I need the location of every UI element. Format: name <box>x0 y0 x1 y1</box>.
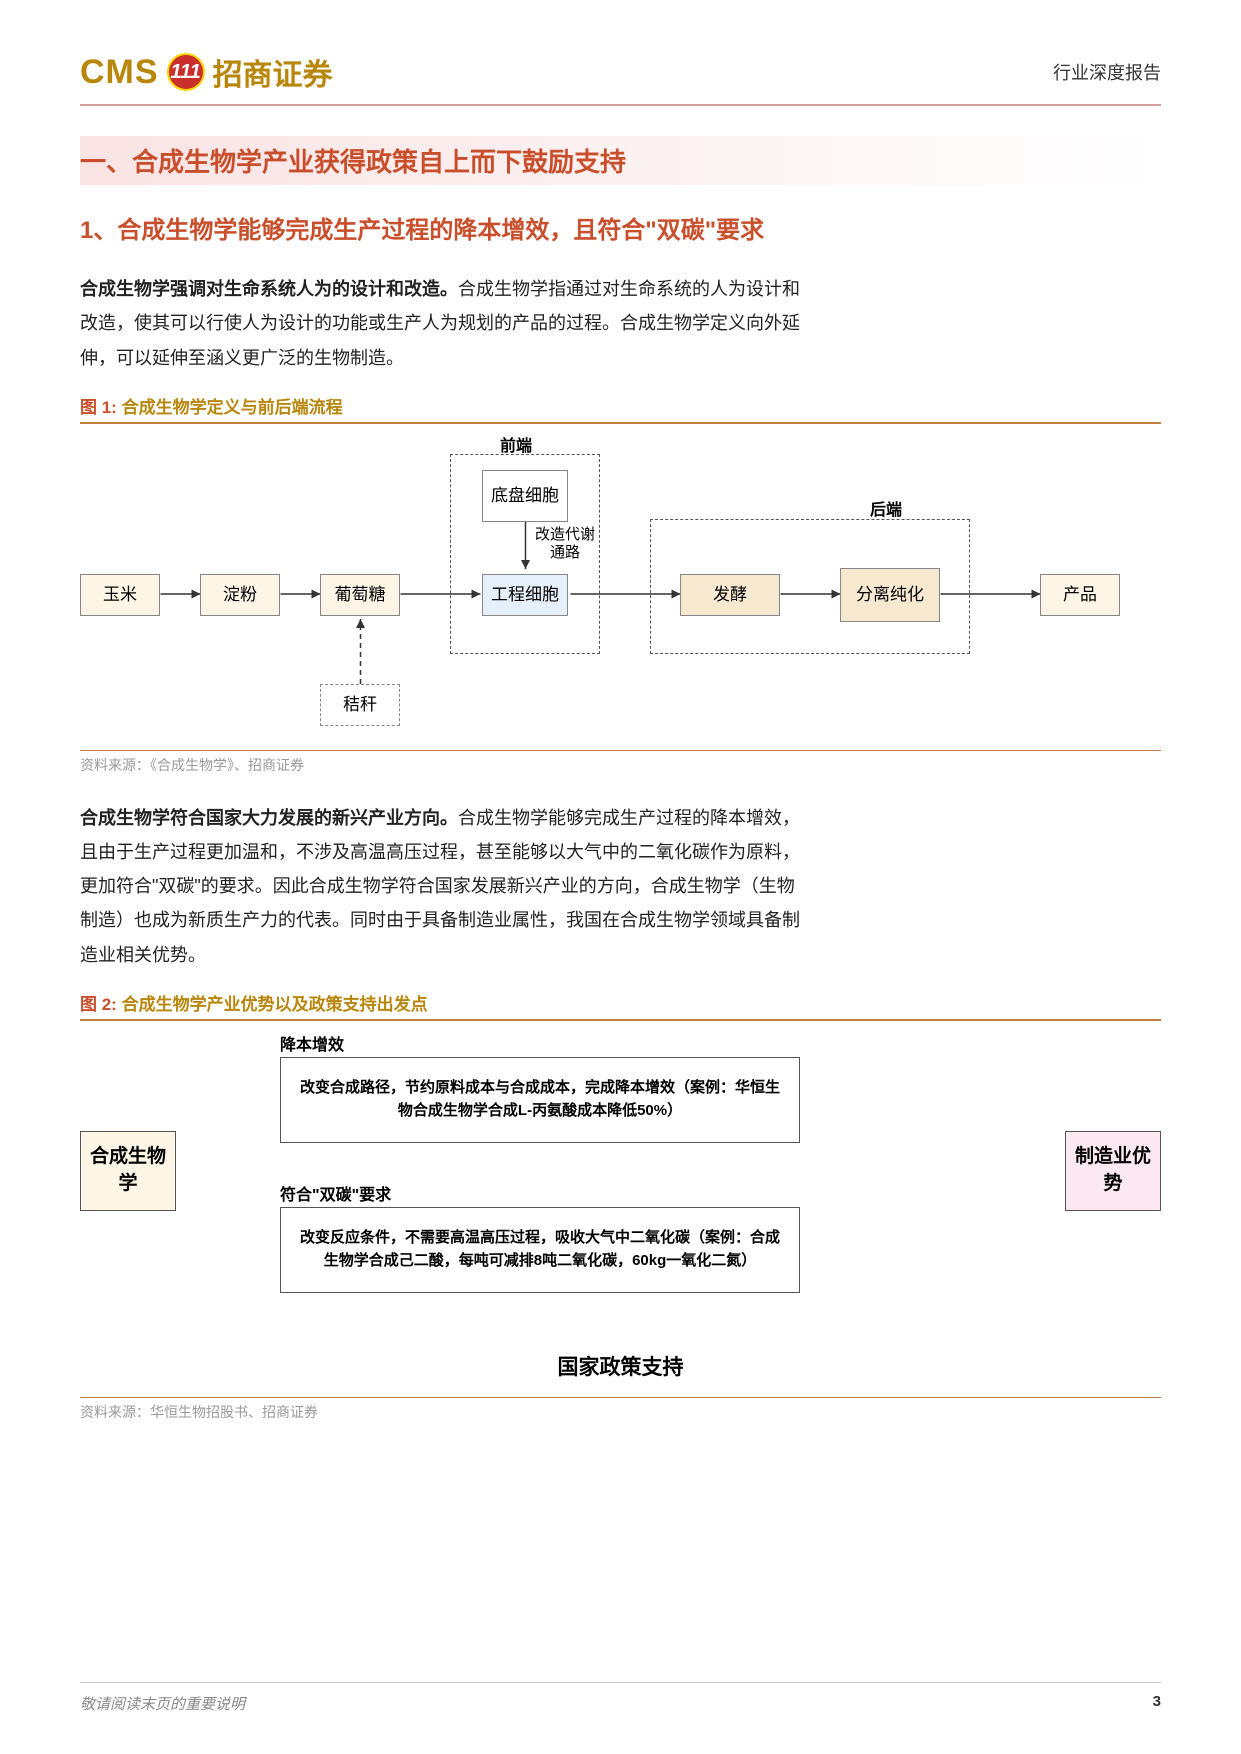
page-header: CMS 111 招商证券 行业深度报告 <box>80 50 1161 106</box>
fig2-right-box: 制造业优势 <box>1065 1131 1161 1211</box>
figure-2-title: 图 2: 合成生物学产业优势以及政策支持出发点 <box>80 990 1161 1015</box>
footer-note: 敬请阅读末页的重要说明 <box>80 1693 245 1714</box>
fig1-node-chassis: 底盘细胞 <box>482 470 568 522</box>
fig1-node-corn: 玉米 <box>80 574 160 616</box>
figure-1-flowchart: 前端 后端 玉米 淀粉 葡萄糖 底盘细胞 工程细胞 秸秆 发酵 分离纯化 产品 … <box>80 434 1161 744</box>
fig1-node-purify: 分离纯化 <box>840 568 940 622</box>
figure-1-rule-bot <box>80 750 1161 751</box>
figure-1-rule-top <box>80 422 1161 424</box>
fig2-box-2: 改变反应条件，不需要高温高压过程，吸收大气中二氧化碳（案例：合成生物学合成己二酸… <box>280 1207 800 1293</box>
fig2-subtitle-1: 降本增效 <box>280 1031 344 1055</box>
fig2-left-box: 合成生物学 <box>80 1131 176 1211</box>
figure-2-source: 资料来源：华恒生物招股书、招商证券 <box>80 1402 1161 1422</box>
fig1-node-product: 产品 <box>1040 574 1120 616</box>
paragraph-1: 合成生物学强调对生命系统人为的设计和改造。合成生物学指通过对生命系统的人为设计和… <box>80 272 800 375</box>
para2-rest: 合成生物学能够完成生产过程的降本增效，且由于生产过程更加温和，不涉及高温高压过程… <box>80 808 800 965</box>
fig1-pathway-label: 改造代谢通路 <box>530 526 600 562</box>
section-heading-2: 1、合成生物学能够完成生产过程的降本增效，且符合"双碳"要求 <box>80 209 1161 252</box>
page: CMS 111 招商证券 行业深度报告 一、合成生物学产业获得政策自上而下鼓励支… <box>0 0 1241 1754</box>
figure-1-title: 图 1: 合成生物学定义与前后端流程 <box>80 393 1161 418</box>
fig2-label: 图 2: <box>80 995 117 1014</box>
section-heading-1: 一、合成生物学产业获得政策自上而下鼓励支持 <box>80 136 1161 185</box>
page-footer: 敬请阅读末页的重要说明 3 <box>80 1682 1161 1714</box>
figure-1-source: 资料来源：《合成生物学》、招商证券 <box>80 755 1161 775</box>
fig1-node-starch: 淀粉 <box>200 574 280 616</box>
figure-2-rule-bot <box>80 1397 1161 1398</box>
fig1-node-glucose: 葡萄糖 <box>320 574 400 616</box>
logo-mark-icon: 111 <box>167 53 205 91</box>
fig2-box-1: 改变合成路径，节约原料成本与合成成本，完成降本增效（案例：华恒生物合成生物学合成… <box>280 1057 800 1143</box>
fig2-subtitle-2: 符合"双碳"要求 <box>280 1181 391 1205</box>
fig1-label: 图 1: <box>80 398 117 417</box>
para1-bold: 合成生物学强调对生命系统人为的设计和改造。 <box>80 279 458 299</box>
logo-en: CMS <box>80 53 159 92</box>
fig2-title-text: 合成生物学产业优势以及政策支持出发点 <box>122 995 428 1014</box>
figure-2-diagram: 合成生物学 制造业优势 降本增效 改变合成路径，节约原料成本与合成成本，完成降本… <box>80 1031 1161 1391</box>
page-number: 3 <box>1153 1693 1161 1714</box>
fig1-node-straw: 秸秆 <box>320 684 400 726</box>
fig1-group-back-label: 后端 <box>870 496 902 520</box>
fig1-node-ferment: 发酵 <box>680 574 780 616</box>
paragraph-2: 合成生物学符合国家大力发展的新兴产业方向。合成生物学能够完成生产过程的降本增效，… <box>80 801 800 972</box>
fig1-title-text: 合成生物学定义与前后端流程 <box>122 398 343 417</box>
fig1-node-engcell: 工程细胞 <box>482 574 568 616</box>
logo-block: CMS 111 招商证券 <box>80 50 333 94</box>
fig2-bottom-label: 国家政策支持 <box>80 1351 1161 1381</box>
para2-bold: 合成生物学符合国家大力发展的新兴产业方向。 <box>80 808 458 828</box>
header-category: 行业深度报告 <box>1053 59 1161 85</box>
figure-2-rule-top <box>80 1019 1161 1021</box>
fig1-group-front-label: 前端 <box>500 432 532 456</box>
logo-cn: 招商证券 <box>213 50 333 94</box>
